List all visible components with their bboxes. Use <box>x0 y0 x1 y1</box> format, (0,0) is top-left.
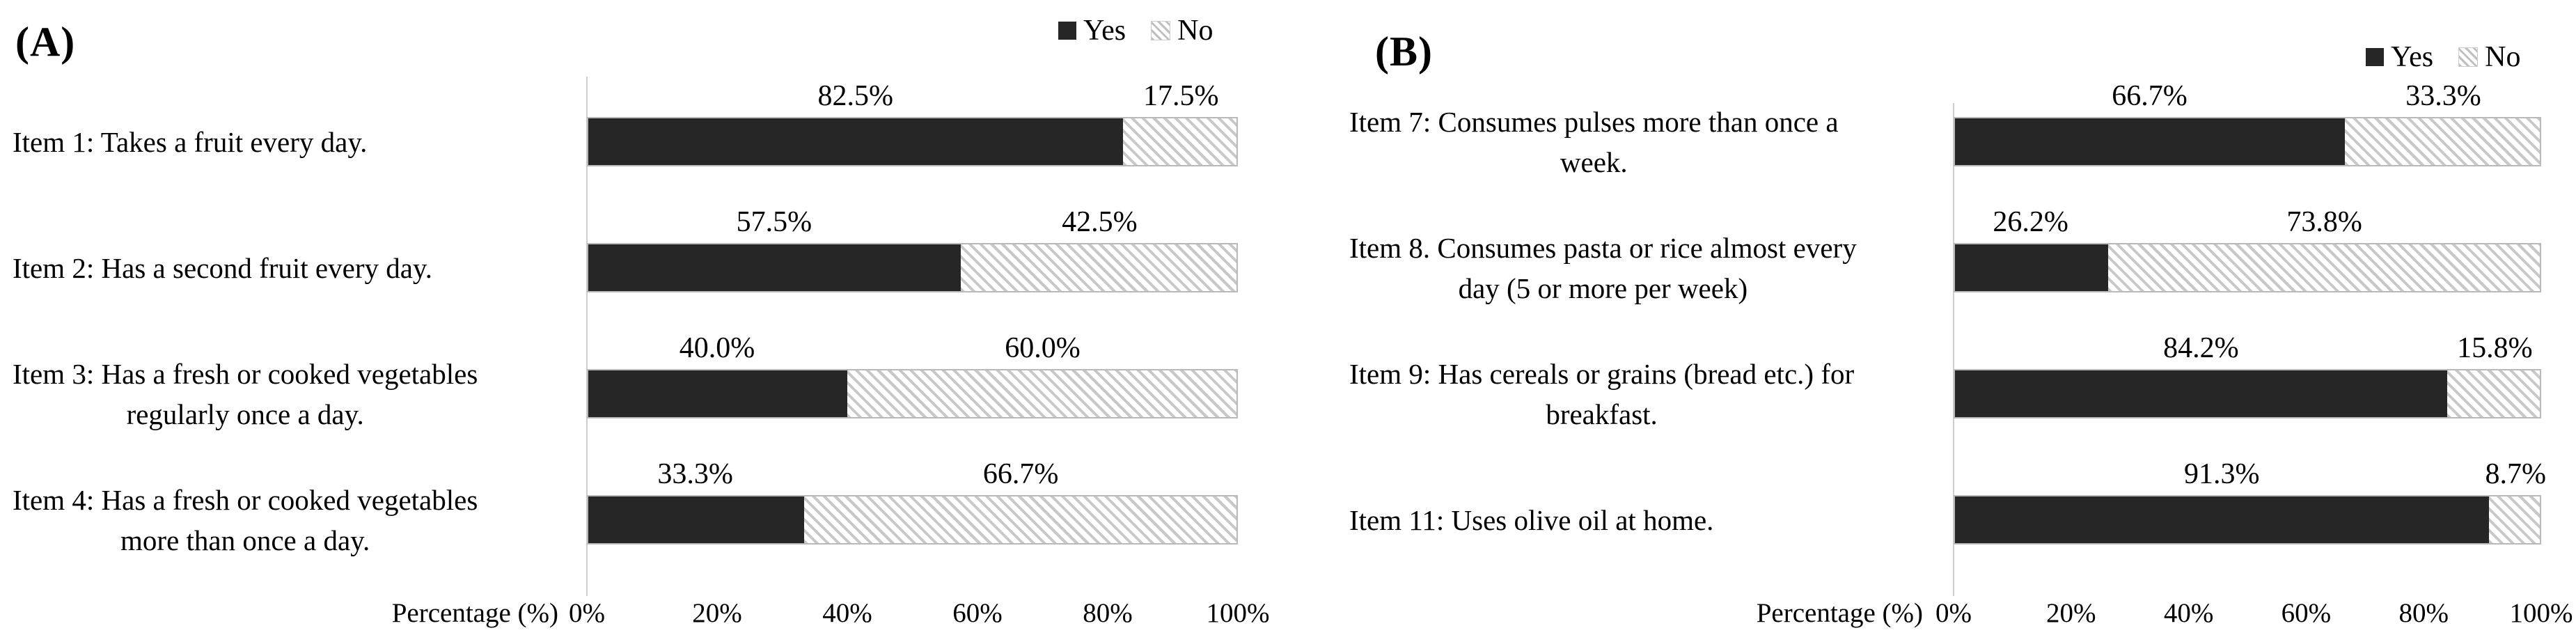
value-label-no: 33.3% <box>2405 80 2481 112</box>
x-tick: 60% <box>2281 598 2332 628</box>
value-label-no: 17.5% <box>1142 80 1219 112</box>
value-label-yes: 66.7% <box>2112 80 2188 112</box>
value-label-yes: 82.5% <box>817 80 893 112</box>
bar-segment-no <box>2345 118 2540 165</box>
stacked-bar <box>1954 243 2541 292</box>
value-label-row: 26.2% 73.8% <box>1954 205 2541 238</box>
value-label-row: 82.5% 17.5% <box>587 79 1238 112</box>
legend-no-swatch <box>2458 47 2479 67</box>
category-label: Item 8. Consumes pasta or rice almost ev… <box>1349 231 1857 304</box>
x-tick: 60% <box>952 598 1003 628</box>
x-tick: 20% <box>2046 598 2096 628</box>
legend-no-label: No <box>2485 41 2521 73</box>
value-label-yes: 40.0% <box>679 332 755 364</box>
x-tick: 80% <box>2398 598 2449 628</box>
x-axis-title: Percentage (%) <box>1756 598 1923 628</box>
y-axis-line <box>1953 103 1954 596</box>
category-label: Item 11: Uses olive oil at home. <box>1349 503 1714 536</box>
x-tick: 40% <box>2163 598 2214 628</box>
category-label: Item 1: Takes a fruit every day. <box>13 125 368 158</box>
x-tick: 0% <box>569 598 605 628</box>
x-tick: 100% <box>1206 598 1270 628</box>
category-label: Item 7: Consumes pulses more than once a… <box>1349 105 1839 178</box>
bar-segment-no <box>961 244 1236 291</box>
legend-yes-label: Yes <box>1083 15 1126 47</box>
value-label-no: 42.5% <box>1062 206 1138 238</box>
x-tick: 20% <box>692 598 742 628</box>
panel-b-label: (B) <box>1375 29 1433 75</box>
x-tick: 100% <box>2509 598 2573 628</box>
stacked-bar <box>1954 117 2541 166</box>
value-label-no: 60.0% <box>1005 332 1081 364</box>
category-label: Item 3: Has a fresh or cooked vegetables… <box>13 357 478 430</box>
x-tick: 0% <box>1935 598 1972 628</box>
legend-no-swatch <box>1151 21 1171 40</box>
legend-yes-label: Yes <box>2391 41 2434 73</box>
value-label-row: 91.3% 8.7% <box>1954 457 2546 490</box>
value-label-row: 57.5% 42.5% <box>587 205 1238 238</box>
bar-segment-yes <box>1955 370 2448 417</box>
bar-segment-yes <box>588 244 961 291</box>
stacked-bar <box>1954 369 2541 418</box>
stacked-bar <box>587 495 1238 545</box>
value-label-row: 84.2% 15.8% <box>1954 331 2541 364</box>
category-label: Item 9: Has cereals or grains (bread etc… <box>1349 357 1855 430</box>
value-label-yes: 26.2% <box>1993 206 2068 238</box>
panel-a-label: (A) <box>15 19 76 65</box>
value-label-no: 66.7% <box>982 458 1059 490</box>
x-tick: 80% <box>1083 598 1133 628</box>
bar-segment-no <box>2488 496 2540 543</box>
value-label-yes: 57.5% <box>736 206 812 238</box>
value-label-yes: 84.2% <box>2163 332 2239 364</box>
category-label: Item 4: Has a fresh or cooked vegetables… <box>13 483 478 556</box>
stacked-bar <box>1954 495 2541 545</box>
bar-segment-yes <box>1955 118 2346 165</box>
bar-segment-no <box>804 496 1236 543</box>
bar-segment-yes <box>588 118 1124 165</box>
legend-yes-swatch <box>2366 48 2384 66</box>
bar-segment-no <box>847 370 1236 417</box>
bar-segment-yes <box>1955 244 2109 291</box>
value-label-row: 33.3% 66.7% <box>587 457 1238 490</box>
value-label-no: 15.8% <box>2457 332 2533 364</box>
legend-no-label: No <box>1177 15 1214 47</box>
bar-segment-yes <box>1955 496 2489 543</box>
bar-segment-no <box>2447 370 2540 417</box>
legend-b: Yes No <box>2366 40 2520 74</box>
bar-segment-no <box>1123 118 1236 165</box>
value-label-row: 66.7% 33.3% <box>1954 79 2541 112</box>
stacked-bar <box>587 243 1238 292</box>
category-label: Item 2: Has a second fruit every day. <box>13 251 433 284</box>
legend-yes-swatch <box>1058 22 1076 40</box>
bar-segment-yes <box>588 370 848 417</box>
stacked-bar <box>587 117 1238 166</box>
legend-a: Yes No <box>1058 14 1213 47</box>
y-axis-line <box>586 77 588 596</box>
value-label-row: 40.0% 60.0% <box>587 331 1238 364</box>
x-tick: 40% <box>822 598 872 628</box>
bar-segment-yes <box>588 496 805 543</box>
x-axis-title: Percentage (%) <box>391 598 558 628</box>
value-label-no: 8.7% <box>2485 458 2547 490</box>
value-label-yes: 91.3% <box>2184 458 2260 490</box>
bar-segment-no <box>2108 244 2540 291</box>
value-label-no: 73.8% <box>2286 206 2362 238</box>
value-label-yes: 33.3% <box>657 458 733 490</box>
stacked-bar <box>587 369 1238 418</box>
